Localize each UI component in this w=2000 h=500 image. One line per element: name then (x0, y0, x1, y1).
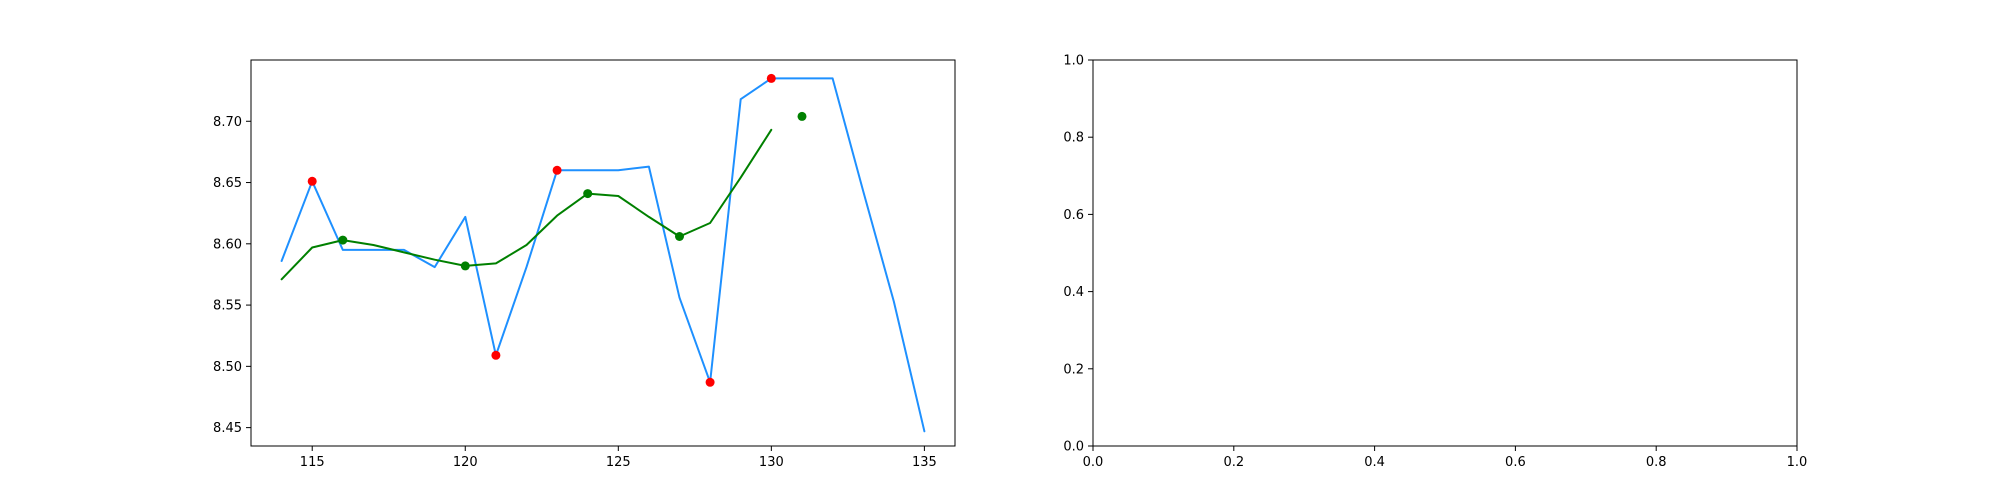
scatter-point-3-4 (797, 111, 807, 121)
scatter-point-3-1 (460, 261, 470, 271)
series-line-1 (280, 128, 773, 281)
y-tick-label: 0.0 (1063, 440, 1084, 455)
x-tick-label: 135 (912, 455, 937, 470)
x-tick-label: 0.2 (1223, 455, 1244, 470)
y-tick-label: 8.50 (213, 360, 242, 375)
x-tick-label: 0.0 (1083, 455, 1104, 470)
left-line-chart: 115 120 125 130 135 8.45 8.50 8.55 8.60 8.65 8.70 (213, 59, 956, 470)
right-empty-axes: 0.0 0.2 0.4 0.6 0.8 1.0 0.0 0.2 0.4 0.6 0.8 1.0 (1063, 54, 1807, 471)
x-tick-label: 0.6 (1505, 455, 1526, 470)
scatter-point-3-0 (338, 235, 348, 245)
x-tick-label: 130 (759, 455, 784, 470)
scatter-point-2-4 (766, 73, 776, 83)
scatter-point-2-3 (705, 377, 715, 387)
y-tick-label: 1.0 (1063, 54, 1084, 69)
axes-frame (250, 59, 956, 447)
axes-frame (1092, 59, 1798, 447)
y-tick-label: 0.8 (1063, 131, 1084, 146)
y-tick-label: 0.2 (1063, 362, 1084, 377)
scatter-point-2-2 (552, 165, 562, 175)
y-tick-label: 0.6 (1063, 208, 1084, 223)
y-tick-label: 8.70 (213, 115, 242, 130)
y-tick-label: 8.55 (213, 299, 242, 314)
series-line-0 (280, 77, 926, 433)
x-tick-label: 1.0 (1787, 455, 1808, 470)
x-tick-label: 0.8 (1646, 455, 1667, 470)
scatter-point-2-1 (491, 350, 501, 360)
scatter-point-3-3 (675, 232, 684, 241)
y-tick-label: 8.65 (213, 176, 242, 191)
x-tick-label: 0.4 (1364, 455, 1385, 470)
y-tick-label: 8.45 (213, 421, 242, 436)
y-tick-label: 0.4 (1063, 285, 1084, 300)
scatter-point-2-0 (307, 176, 317, 186)
scatter-point-3-2 (583, 189, 593, 199)
y-tick-label: 8.60 (213, 237, 242, 252)
x-tick-label: 120 (453, 455, 478, 470)
x-tick-label: 125 (606, 455, 631, 470)
x-tick-label: 115 (300, 455, 325, 470)
